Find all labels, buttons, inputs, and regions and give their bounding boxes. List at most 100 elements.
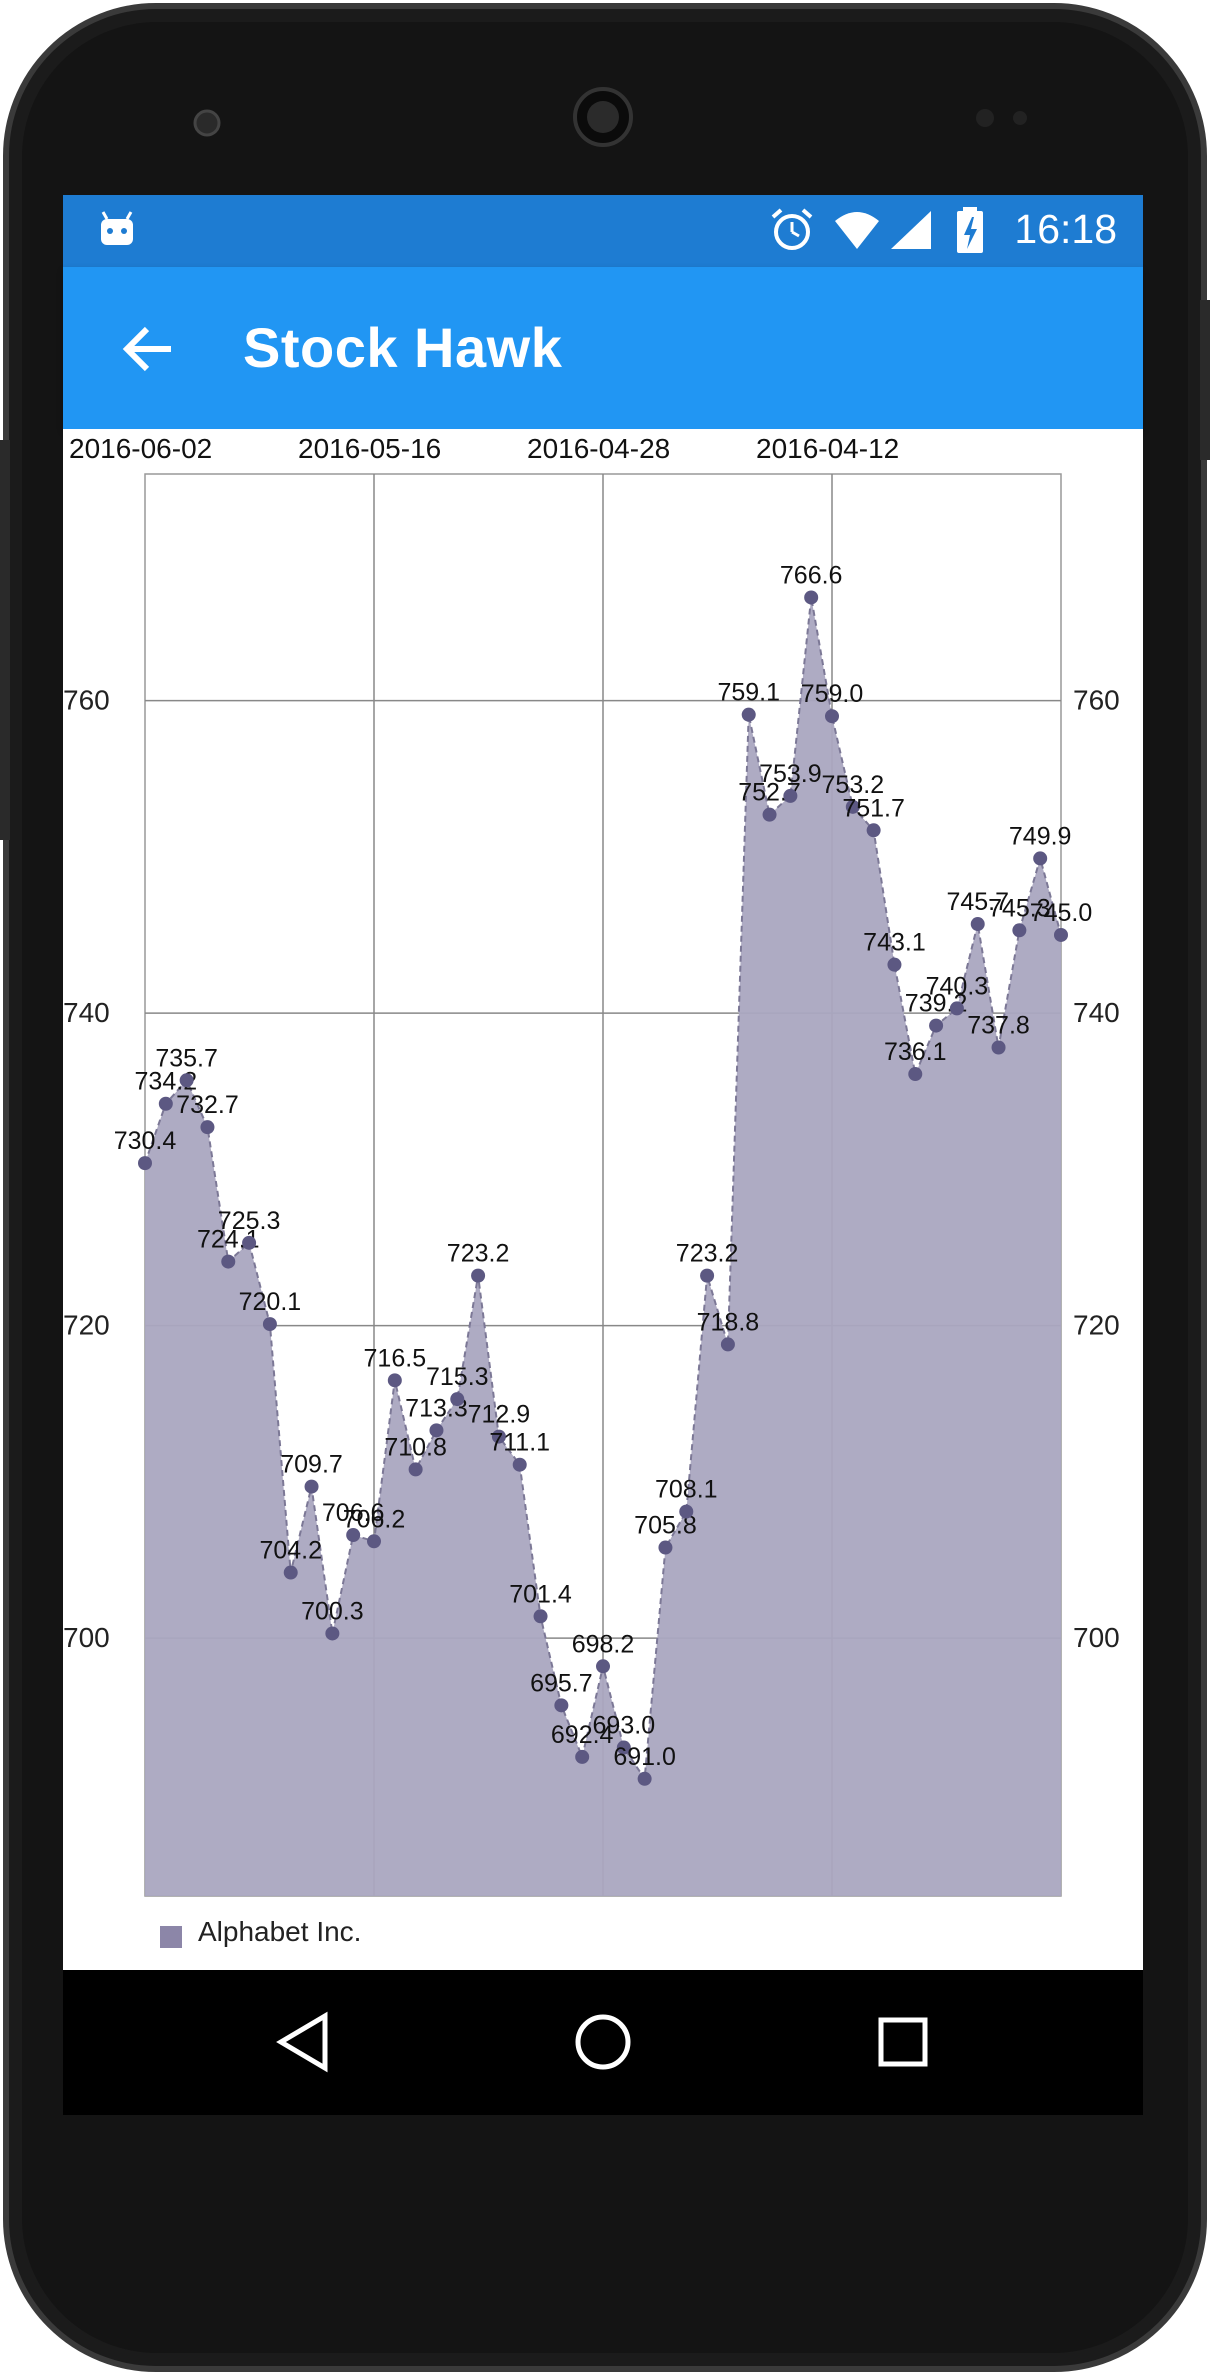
data-point (408, 1462, 423, 1477)
data-label: 711.1 (489, 1429, 550, 1457)
legend-label: Alphabet Inc. (198, 1916, 362, 1947)
data-point (554, 1698, 569, 1713)
data-point (304, 1479, 319, 1494)
data-point (283, 1565, 298, 1580)
data-point (367, 1534, 381, 1549)
clock-time: 16:18 (1014, 206, 1117, 252)
data-label: 751.7 (842, 794, 905, 822)
data-label: 743.1 (863, 929, 926, 957)
nav-back-icon (276, 2011, 328, 2073)
wifi-icon (835, 212, 879, 249)
data-label: 736.1 (884, 1038, 947, 1066)
data-label: 698.2 (572, 1630, 635, 1658)
signal-icon (891, 211, 931, 249)
y-tick-label-right: 740 (1073, 997, 1120, 1028)
x-tick-label: 2016-06-02 (69, 433, 212, 464)
data-label: 720.1 (239, 1288, 302, 1316)
data-point (762, 807, 777, 822)
data-point (1054, 927, 1068, 942)
data-point (262, 1317, 277, 1332)
data-point (1033, 851, 1048, 866)
data-point (471, 1268, 486, 1283)
x-tick-label: 2016-05-16 (298, 433, 441, 464)
data-point (866, 823, 881, 838)
y-tick-label-left: 740 (63, 997, 110, 1028)
data-label: 749.9 (1009, 822, 1072, 850)
data-point (242, 1235, 257, 1250)
battery-charging-icon (957, 207, 983, 253)
data-label: 723.2 (676, 1240, 739, 1268)
arrow-back-icon (122, 326, 171, 372)
data-point (637, 1771, 652, 1786)
data-label: 753.2 (822, 771, 885, 799)
data-point (138, 1156, 152, 1171)
data-point (700, 1268, 715, 1283)
nav-recents-icon (878, 2017, 928, 2067)
y-tick-label-left: 760 (63, 685, 110, 716)
data-point (387, 1373, 402, 1388)
y-tick-label-right: 720 (1073, 1310, 1120, 1341)
data-point (325, 1626, 340, 1641)
data-label: 740.3 (926, 972, 989, 1000)
data-point (221, 1254, 236, 1269)
x-tick-label: 2016-04-28 (527, 433, 670, 464)
data-label: 730.4 (114, 1127, 177, 1155)
data-point (658, 1540, 673, 1555)
app-title: Stock Hawk (243, 316, 563, 379)
data-point (429, 1423, 444, 1438)
data-point (908, 1067, 923, 1082)
data-point (970, 917, 985, 932)
data-label: 701.4 (509, 1580, 572, 1608)
series-area (145, 597, 1061, 1896)
y-tick-label-left: 720 (63, 1310, 110, 1341)
data-label: 759.0 (801, 680, 864, 708)
data-label: 753.9 (759, 760, 822, 788)
android-icon (101, 211, 133, 245)
data-point (616, 1740, 631, 1755)
data-point (512, 1457, 527, 1472)
data-label: 759.1 (717, 679, 780, 707)
stock-history-chart[interactable]: 700 700 720 720 740 740 760 760 2016-06-02 2016-0… (63, 429, 1143, 1970)
data-label: 695.7 (530, 1669, 593, 1697)
nav-back-button[interactable] (273, 2010, 337, 2074)
data-point (346, 1528, 361, 1543)
data-point (679, 1504, 694, 1519)
data-label: 745.0 (1030, 899, 1093, 927)
app-bar: Stock Hawk (63, 267, 1143, 429)
data-label: 709.7 (280, 1451, 343, 1479)
data-point (158, 1096, 173, 1111)
data-point (200, 1120, 215, 1135)
data-point (949, 1001, 964, 1016)
data-label: 706.6 (322, 1499, 385, 1527)
data-point (720, 1337, 735, 1352)
data-label: 706.2 (343, 1505, 406, 1533)
data-point (845, 799, 860, 814)
data-label: 766.6 (780, 561, 843, 589)
data-point (929, 1018, 944, 1033)
legend-swatch (160, 1926, 182, 1948)
y-tick-label-right: 760 (1073, 685, 1120, 716)
data-label: 693.0 (593, 1712, 656, 1740)
data-label: 716.5 (364, 1344, 427, 1372)
data-point (491, 1429, 506, 1444)
status-bar: 16:18 (63, 195, 1143, 267)
data-point (804, 590, 819, 605)
data-label: 732.7 (176, 1091, 239, 1119)
data-label: 704.2 (259, 1537, 322, 1565)
y-tick-label-left: 700 (63, 1622, 110, 1653)
data-point (1012, 923, 1027, 938)
data-label: 737.8 (967, 1011, 1030, 1039)
data-label: 725.3 (218, 1207, 281, 1235)
data-label: 708.1 (655, 1476, 718, 1504)
data-point (887, 957, 902, 972)
data-point (575, 1749, 590, 1764)
back-button[interactable] (113, 313, 185, 385)
nav-recents-button[interactable] (871, 2010, 935, 2074)
data-point (596, 1659, 610, 1674)
front-camera (193, 109, 221, 137)
data-label: 692.4 (551, 1721, 614, 1749)
nav-home-button[interactable] (571, 2010, 635, 2074)
data-label: 723.2 (447, 1240, 510, 1268)
data-label: 745.7 (946, 888, 1009, 916)
